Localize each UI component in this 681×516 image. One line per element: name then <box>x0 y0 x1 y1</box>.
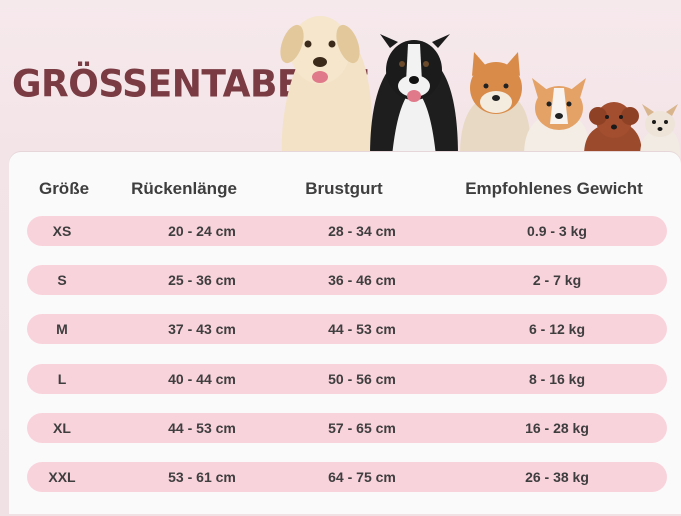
chest-girth-cell: 44 - 53 cm <box>328 321 396 337</box>
chest-girth-cell: 64 - 75 cm <box>328 469 396 485</box>
chest-girth-cell: 36 - 46 cm <box>328 272 396 288</box>
table-row: S 25 - 36 cm 36 - 46 cm 2 - 7 kg <box>27 265 667 295</box>
chest-girth-cell: 50 - 56 cm <box>328 371 396 387</box>
size-table: Größe Rückenlänge Brustgurt Empfohlenes … <box>9 152 681 514</box>
chest-girth-cell: 57 - 65 cm <box>328 420 396 436</box>
weight-cell: 2 - 7 kg <box>532 272 582 288</box>
weight-cell: 6 - 12 kg <box>528 321 586 337</box>
labrador-image <box>280 16 373 156</box>
back-length-cell: 37 - 43 cm <box>168 321 236 337</box>
poodle-image <box>584 102 642 156</box>
back-length-cell: 40 - 44 cm <box>168 371 236 387</box>
header-size: Größe <box>38 179 90 198</box>
table-row: XL 44 - 53 cm 57 - 65 cm 16 - 28 kg <box>27 413 667 443</box>
back-length-cell: 53 - 61 cm <box>168 469 236 485</box>
border-collie-image <box>370 34 458 156</box>
shiba-inu-image <box>460 52 531 156</box>
weight-cell: 16 - 28 kg <box>525 420 589 436</box>
size-cell: M <box>56 321 68 337</box>
size-cell: S <box>57 272 67 288</box>
back-length-cell: 20 - 24 cm <box>168 223 236 239</box>
table-row: M 37 - 43 cm 44 - 53 cm 6 - 12 kg <box>27 314 667 344</box>
header-recommended-weight: Empfohlenes Gewicht <box>465 179 643 198</box>
back-length-cell: 25 - 36 cm <box>168 272 236 288</box>
size-cell: L <box>57 371 67 387</box>
back-length-cell: 44 - 53 cm <box>168 420 236 436</box>
table-row: XXL 53 - 61 cm 64 - 75 cm 26 - 38 kg <box>27 462 667 492</box>
weight-cell: 8 - 16 kg <box>528 371 586 387</box>
weight-cell: 0.9 - 3 kg <box>527 223 587 239</box>
weight-cell: 26 - 38 kg <box>525 469 589 485</box>
chest-girth-cell: 28 - 34 cm <box>328 223 396 239</box>
table-row: L 40 - 44 cm 50 - 56 cm 8 - 16 kg <box>27 364 667 394</box>
chihuahua-image <box>640 104 680 156</box>
header-back-length: Rückenlänge <box>131 179 237 198</box>
size-cell: XXL <box>48 469 76 485</box>
size-cell: XS <box>52 223 72 239</box>
corgi-image <box>524 78 590 156</box>
header-chest-girth: Brustgurt <box>305 179 383 198</box>
dogs-photo <box>280 16 680 156</box>
size-cell: XL <box>53 420 71 436</box>
table-row: XS 20 - 24 cm 28 - 34 cm 0.9 - 3 kg <box>27 216 667 246</box>
